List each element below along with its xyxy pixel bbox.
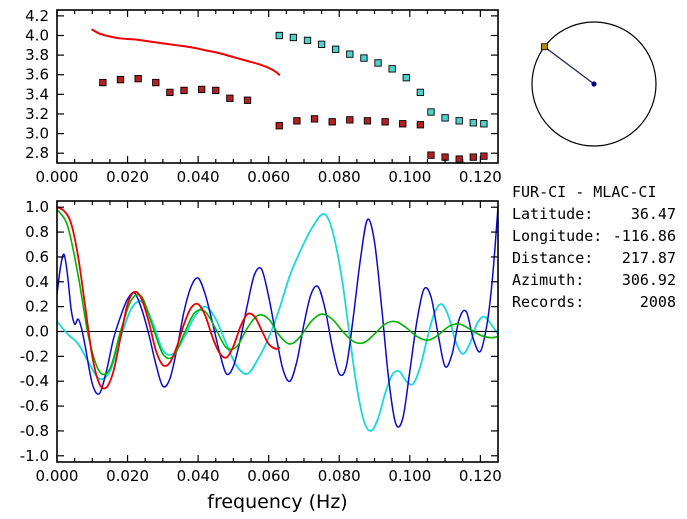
y-tick-label: 3.4 (25, 85, 49, 103)
station-info-rows: Latitude: 36.47 Longitude: -116.86 Distance:… (512, 203, 678, 313)
x-axis-title: frequency (Hz) (207, 491, 347, 513)
x-tick-label: 0.020 (106, 467, 149, 485)
series-dark-red-square-markers (99, 75, 488, 163)
y-tick-label: 0.8 (25, 223, 49, 241)
info-value: 217.87 (621, 249, 676, 267)
y-tick-label: 2.8 (25, 144, 49, 162)
series-red-reference-curve (91, 28, 281, 76)
station-marker (541, 43, 548, 51)
x-tick-label: 0.060 (247, 467, 290, 485)
series-green-trace (57, 208, 498, 376)
x-tick-label: 0.120 (459, 467, 502, 485)
y-tick-label: 3.0 (25, 125, 49, 143)
station-pair-title: FUR-CI - MLAC-CI (512, 183, 657, 201)
plot-frame (56, 9, 499, 164)
y-tick-label: 3.2 (25, 105, 49, 123)
info-row-latitude: Latitude: 36.47 (512, 203, 676, 225)
y-tick-label: 0.4 (25, 273, 49, 291)
x-tick-label: 0.040 (177, 168, 220, 186)
info-label: Distance: (512, 249, 594, 267)
y-tick-label: -0.8 (20, 422, 49, 440)
y-tick-label: 1.0 (25, 198, 49, 216)
info-row-records: Records: 2008 (512, 291, 676, 313)
y-tick-label: 3.6 (25, 66, 49, 84)
x-tick-label: 0.000 (36, 168, 79, 186)
y-tick-label: 4.0 (25, 27, 49, 45)
y-tick-label: -0.4 (20, 372, 49, 390)
info-label: Latitude: (512, 205, 594, 223)
series-red-trace (57, 206, 281, 390)
station-info-panel: FUR-CI - MLAC-CI Latitude: 36.47 Longitude… (512, 181, 678, 313)
y-tick-label: 0.2 (25, 298, 49, 316)
x-tick-label: 0.100 (388, 467, 431, 485)
series-cyan-square-markers (275, 31, 488, 128)
center-marker (591, 81, 597, 87)
azimuth-compass (531, 21, 657, 147)
x-tick-label: 0.080 (318, 467, 361, 485)
info-row-azimuth: Azimuth: 306.92 (512, 269, 676, 291)
series-blue-trace (57, 206, 498, 428)
y-tick-label: -0.6 (20, 397, 49, 415)
info-label: Records: (512, 293, 585, 311)
x-tick-label: 0.020 (106, 168, 149, 186)
azimuth-line (544, 46, 595, 85)
info-value: 306.92 (621, 271, 676, 289)
info-value: -116.86 (612, 227, 676, 245)
waveform-chart: 0.000 0.020 0.040 0.060 0.080 0.100 0.120 1.0 0.… (20, 198, 502, 513)
info-row-distance: Distance: 217.87 (512, 247, 676, 269)
y-tick-label: 0.0 (25, 323, 49, 341)
y-tick-label: 3.8 (25, 46, 49, 64)
info-value: 36.47 (630, 205, 676, 223)
dispersion-chart: 0.000 0.020 0.040 0.060 0.080 0.100 0.1202.83.… (25, 7, 502, 186)
y-tick-label: 0.6 (25, 248, 49, 266)
x-tick-label: 0.000 (36, 467, 79, 485)
y-tick-label: 4.2 (25, 7, 49, 25)
info-value: 2008 (639, 293, 676, 311)
x-tick-label: 0.040 (177, 467, 220, 485)
x-tick-label: 0.120 (459, 168, 502, 186)
info-label: Longitude: (512, 227, 603, 245)
compass-circle (531, 21, 657, 147)
x-tick-label: 0.100 (388, 168, 431, 186)
info-label: Azimuth: (512, 271, 585, 289)
info-row-longitude: Longitude: -116.86 (512, 225, 676, 247)
y-tick-label: -1.0 (20, 447, 49, 465)
y-tick-label: -0.2 (20, 347, 49, 365)
x-tick-label: 0.060 (247, 168, 290, 186)
x-tick-label: 0.080 (318, 168, 361, 186)
